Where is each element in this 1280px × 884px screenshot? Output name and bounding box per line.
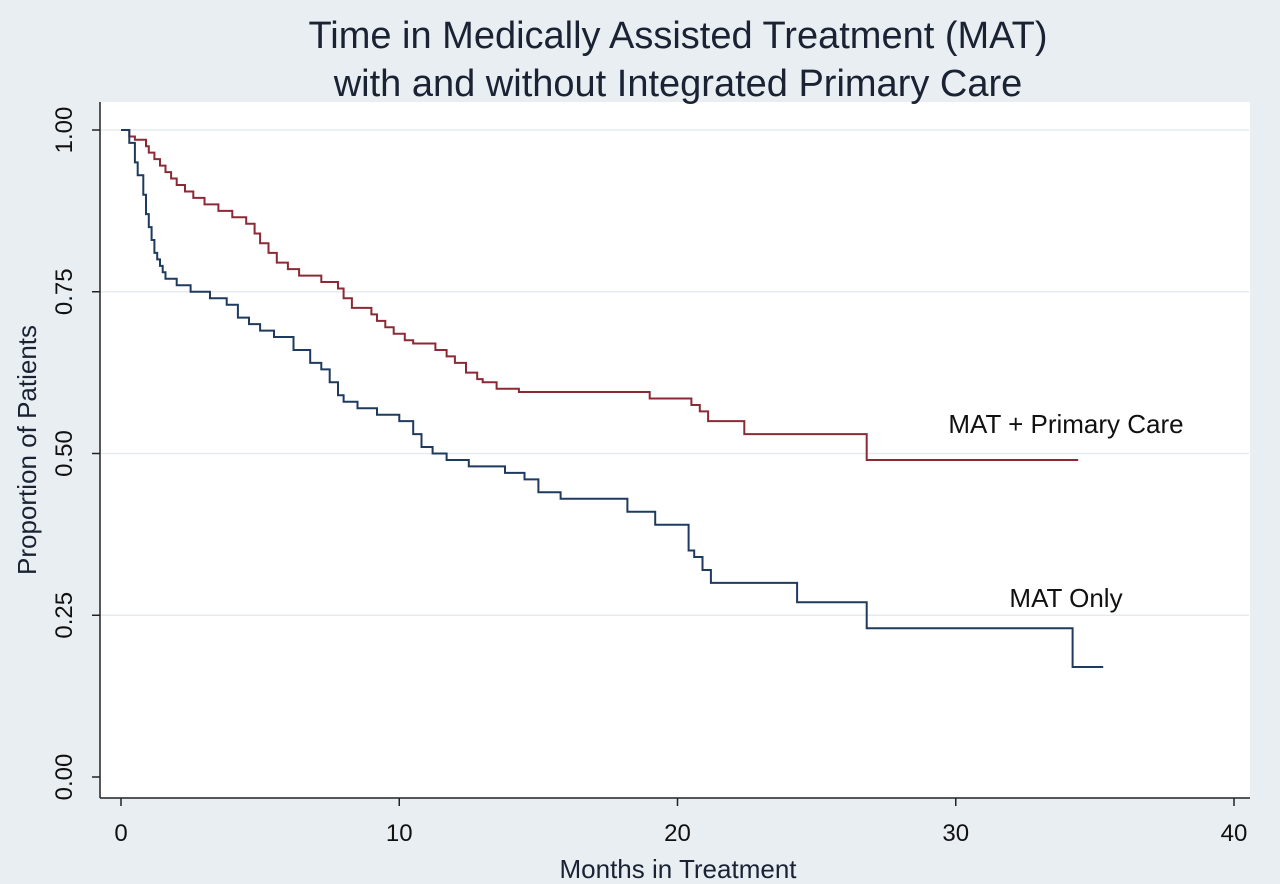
y-tick-label: 0.50 xyxy=(51,430,78,477)
x-tick-label: 0 xyxy=(114,820,127,847)
grid-lines xyxy=(101,129,1249,616)
y-tick-label: 0.75 xyxy=(51,268,78,315)
x-tick-label: 10 xyxy=(386,820,413,847)
series-line-0 xyxy=(121,129,1079,461)
chart-title-line-2: with and without Integrated Primary Care xyxy=(333,63,1023,105)
axes xyxy=(99,102,1250,799)
y-tick-label: 0.00 xyxy=(51,754,78,801)
y-ticks: 0.00 0.25 0.50 0.75 1.00 xyxy=(51,107,100,801)
y-tick-label: 1.00 xyxy=(51,107,78,154)
chart-title-line-1: Time in Medically Assisted Treatment (MA… xyxy=(308,15,1047,57)
x-tick-label: 40 xyxy=(1221,820,1248,847)
y-axis-label: Proportion of Patients xyxy=(12,325,42,575)
x-axis-label: Months in Treatment xyxy=(560,854,798,884)
series-label-mat-only: MAT Only xyxy=(1009,583,1122,613)
series-line-1 xyxy=(121,129,1104,668)
series-lines xyxy=(121,129,1104,668)
series-label-mat-primary-care: MAT + Primary Care xyxy=(948,409,1183,439)
x-tick-label: 20 xyxy=(664,820,691,847)
x-ticks: 0 10 20 30 40 xyxy=(114,798,1247,847)
y-tick-label: 0.25 xyxy=(51,592,78,639)
plot-area xyxy=(100,102,1250,798)
x-tick-label: 30 xyxy=(942,820,969,847)
